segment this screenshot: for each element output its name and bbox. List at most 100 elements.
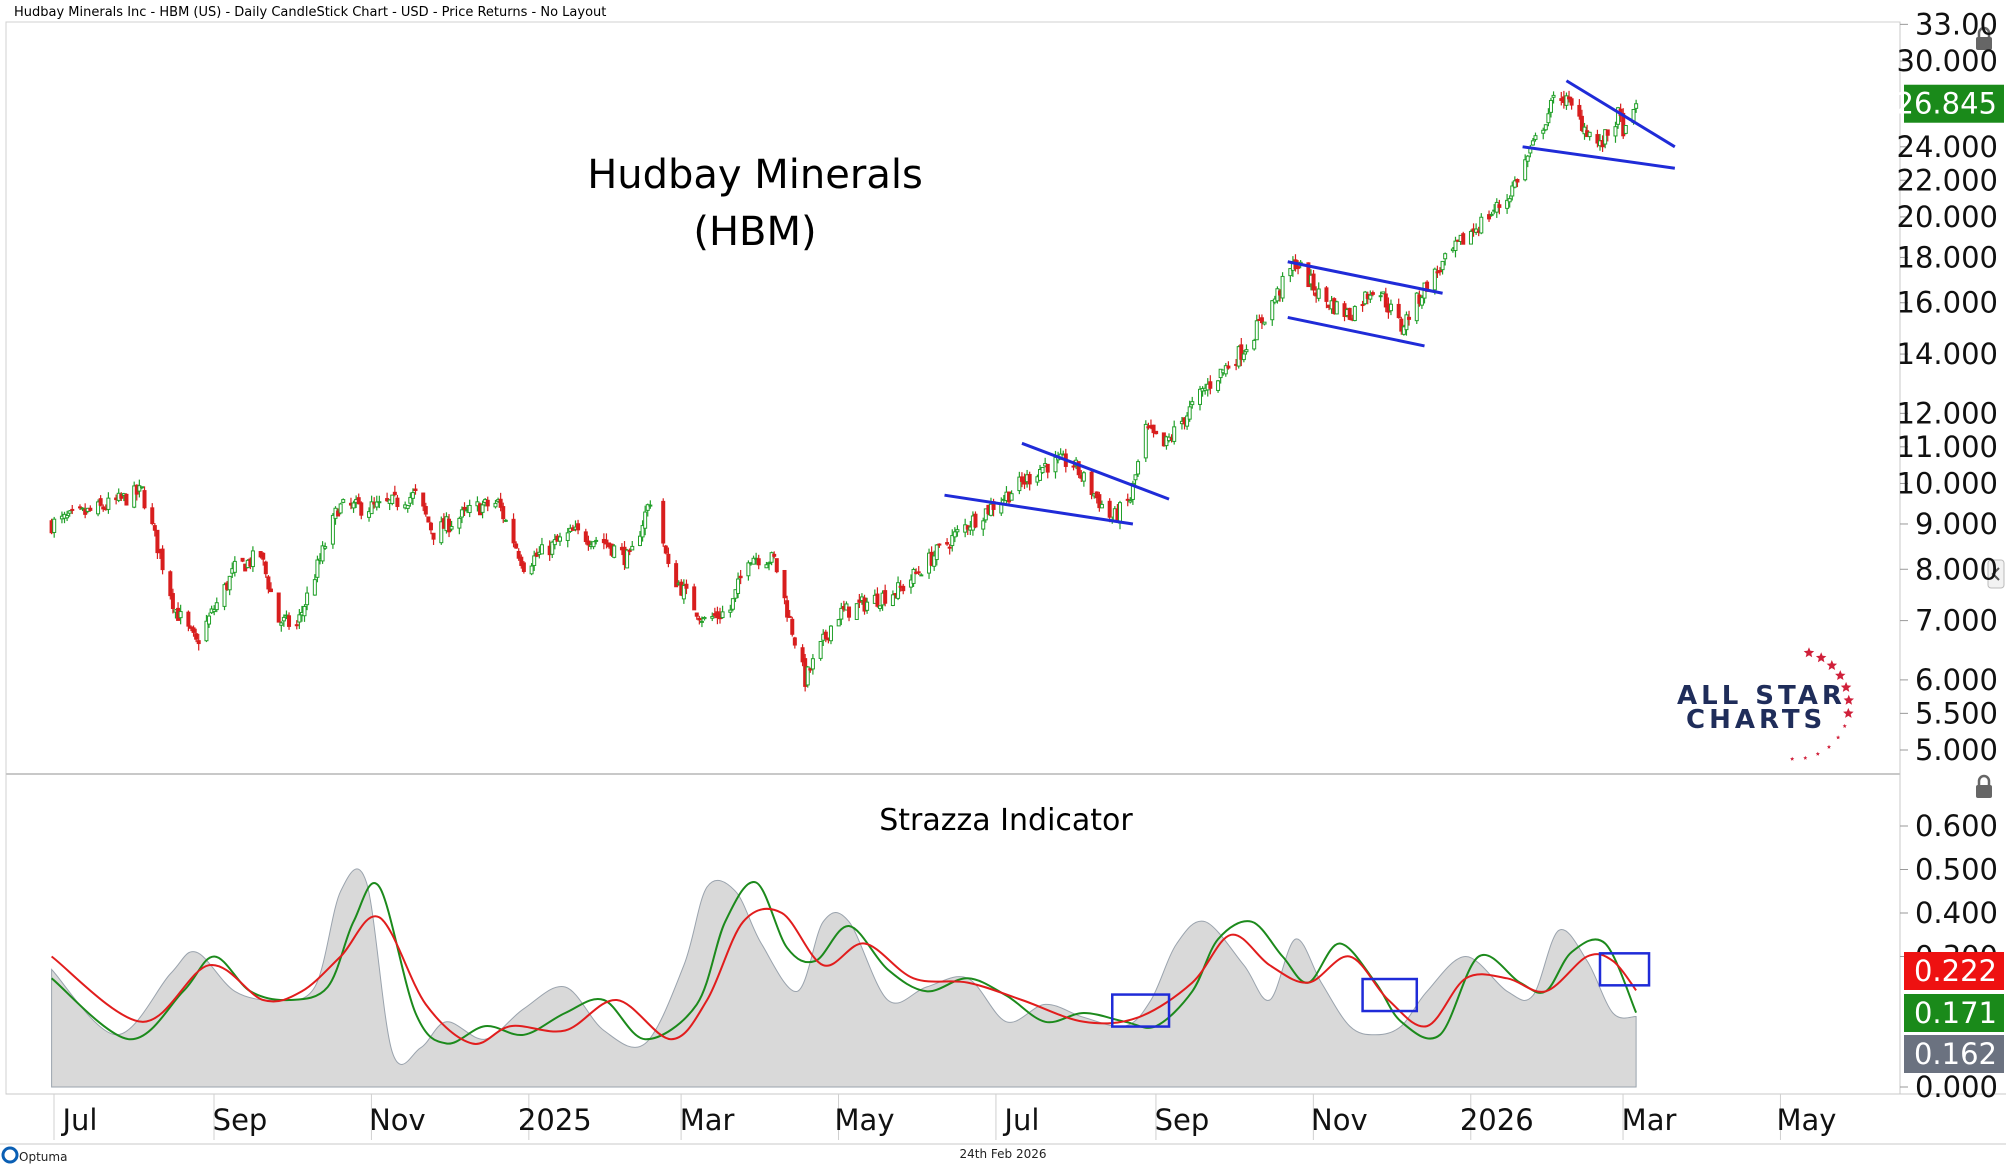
- x-axis-label: Jul: [61, 1103, 98, 1137]
- highlight-box: [1598, 952, 1651, 987]
- candlestick: [186, 610, 191, 632]
- candlestick: [431, 532, 436, 545]
- candlestick: [214, 597, 219, 613]
- candlestick: [1223, 362, 1228, 377]
- candlestick: [1241, 350, 1246, 363]
- candlestick: [785, 595, 790, 622]
- candlestick: [1507, 195, 1512, 208]
- candlestick: [539, 537, 544, 555]
- candlestick: [1577, 99, 1582, 120]
- candlestick: [710, 612, 715, 622]
- candlestick: [836, 618, 841, 627]
- indicator-base-value-badge: 0.162: [1904, 1035, 2004, 1073]
- lock-icon[interactable]: [1976, 774, 1992, 798]
- candlestick: [302, 604, 307, 622]
- candlestick: [88, 505, 93, 512]
- candlestick: [65, 510, 70, 522]
- trendline: [1021, 441, 1170, 501]
- chevron-left-icon[interactable]: [1987, 559, 2005, 589]
- candlestick: [883, 584, 888, 607]
- star-icon: [1803, 755, 1808, 760]
- candlestick: [1569, 96, 1574, 110]
- candlestick: [410, 488, 415, 506]
- candlestick: [952, 527, 957, 543]
- candlestick: [1368, 290, 1373, 303]
- candlestick: [1489, 211, 1494, 217]
- star-icon: [1840, 681, 1852, 692]
- footer-date: 24th Feb 2026: [960, 1147, 1047, 1161]
- lock-icon[interactable]: [1976, 26, 1992, 50]
- candlestick: [640, 520, 645, 542]
- candlestick: [315, 555, 320, 583]
- price-y-tick-label: 20.000: [1897, 200, 1998, 234]
- highlight-box: [1361, 977, 1419, 1013]
- candlestick: [501, 502, 506, 524]
- candlestick: [1081, 471, 1086, 487]
- candlestick: [240, 557, 245, 563]
- candlestick: [769, 551, 774, 566]
- price-y-tick-label: 30.000: [1897, 44, 1998, 78]
- candlestick: [818, 640, 823, 661]
- candlestick: [1187, 400, 1192, 422]
- candlestick: [594, 536, 599, 545]
- price-y-tick-label: 22.000: [1897, 163, 1998, 197]
- candlestick: [1324, 286, 1329, 309]
- candlestick: [648, 500, 653, 509]
- candlestick: [96, 499, 101, 517]
- price-y-tick-label: 6.000: [1915, 663, 1998, 697]
- candlestick: [1136, 459, 1141, 477]
- star-icon: [1803, 647, 1815, 658]
- candlestick: [932, 550, 937, 571]
- indicator-slow-value-badge: 0.222: [1904, 952, 2004, 990]
- candlestick: [839, 602, 844, 626]
- highlight-box: [1111, 993, 1171, 1028]
- candlestick: [408, 492, 413, 507]
- candlestick: [250, 546, 255, 572]
- candlestick: [1270, 300, 1275, 326]
- indicator-y-tick-label: 0.500: [1915, 853, 1998, 887]
- candlestick: [263, 560, 268, 578]
- candlestick: [367, 507, 372, 522]
- candlestick: [810, 654, 815, 675]
- candlestick: [341, 498, 346, 504]
- indicator-area: [51, 868, 1637, 1088]
- candlestick: [937, 543, 942, 548]
- candlestick: [1543, 124, 1548, 132]
- candlestick: [1399, 316, 1404, 335]
- candlestick: [945, 538, 950, 546]
- logo-line1: ALL STAR: [1677, 681, 1846, 711]
- candlestick: [70, 505, 75, 515]
- candlestick: [338, 502, 343, 515]
- candlestick: [281, 614, 286, 627]
- candlestick: [168, 570, 173, 600]
- candlestick: [857, 593, 862, 609]
- x-axis-label: Sep: [213, 1103, 268, 1137]
- candlestick: [1218, 368, 1223, 384]
- candlestick: [1311, 269, 1316, 296]
- candlestick: [1621, 108, 1626, 139]
- candlestick: [1216, 379, 1221, 393]
- candlestick: [684, 579, 689, 595]
- svg-text:0.162: 0.162: [1914, 1037, 1997, 1071]
- candlestick: [305, 586, 310, 611]
- candlestick: [1360, 300, 1365, 312]
- candlestick: [805, 665, 810, 688]
- candlestick: [823, 629, 828, 643]
- candlestick: [896, 576, 901, 601]
- candlestick: [532, 550, 537, 571]
- candlestick: [1252, 338, 1257, 351]
- candlestick: [1388, 299, 1393, 316]
- candlestick: [697, 615, 702, 625]
- candlestick: [1164, 435, 1169, 450]
- candlestick: [395, 494, 400, 511]
- candlestick: [98, 495, 103, 507]
- candlestick: [916, 566, 921, 576]
- candlestick: [139, 486, 144, 490]
- candlestick: [782, 569, 787, 605]
- candlestick: [847, 606, 852, 622]
- trendline: [1522, 145, 1676, 170]
- price-y-tick-label: 8.000: [1915, 552, 1998, 586]
- candlestick: [702, 616, 707, 621]
- candlestick: [374, 495, 379, 511]
- candlestick: [681, 579, 686, 604]
